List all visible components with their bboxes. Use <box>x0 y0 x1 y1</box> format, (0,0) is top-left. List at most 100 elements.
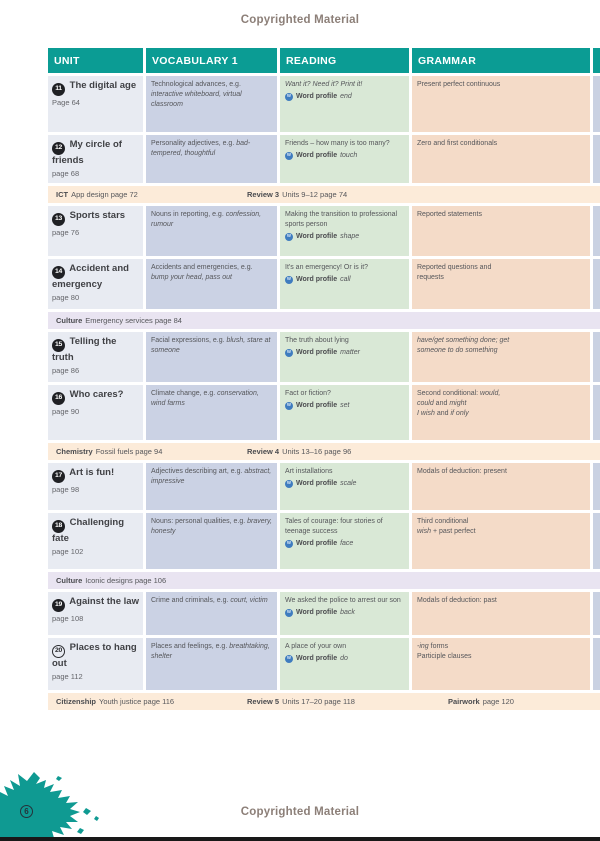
unit-page: page 90 <box>52 406 80 416</box>
header-cell-reading: READING <box>280 48 409 73</box>
unit-cell: 19 Against the law page 108 <box>48 592 143 636</box>
word-profile-icon: w <box>285 92 293 101</box>
band-item-label: Culture <box>56 316 83 326</box>
grammar-text: and <box>433 399 450 407</box>
grammar-text: someone to do something <box>417 346 498 354</box>
grammar-line: Zero and first conditionals <box>417 139 585 149</box>
header-cell-grammar: GRAMMAR <box>412 48 590 73</box>
reading-cell: A place of your own w Word profile do <box>280 638 409 691</box>
vocab-examples: abstract, impressive <box>151 468 272 485</box>
unit-number-badge: 12 <box>52 141 65 155</box>
reading-title: Tales of courage: four stories of teenag… <box>285 518 383 535</box>
table-row: 18 Challenging fate page 102 Nouns: person… <box>48 513 600 570</box>
grammar-cell: Reported questions and requests <box>412 259 590 310</box>
unit-title: 14 Accident and emergency <box>52 263 129 290</box>
table-row: 16 Who cares? page 90 Climate change, e.g.… <box>48 385 600 441</box>
reading-cell: Making the transition to professional sp… <box>280 206 409 257</box>
word-profile-icon: w <box>285 654 293 663</box>
reading-title: Making the transition to professional sp… <box>285 211 398 228</box>
vocab-examples: blush, stare at someone <box>151 337 271 354</box>
table-row: 15 Telling the truth page 86 Facial expres… <box>48 332 600 383</box>
unit-title: 11 The digital age <box>52 80 139 96</box>
band-item-label: Culture <box>56 576 83 586</box>
reading-title: It's an emergency! Or is it? <box>285 264 369 272</box>
table-header-row: UNIT VOCABULARY 1 READING GRAMMAR <box>48 48 600 73</box>
unit-cell: 13 Sports stars page 76 <box>48 206 143 257</box>
reading-cell: Art installations w Word profile scale <box>280 463 409 511</box>
reading-title: A place of your own <box>285 643 347 651</box>
word-profile-icon: w <box>285 608 293 617</box>
vocab-cell: Adjectives describing art, e.g. abstract… <box>146 463 277 511</box>
unit-page: page 76 <box>52 227 80 237</box>
extra-column-sliver <box>593 332 600 383</box>
band-row: ICT App design page 72 Review 3 Units 9–12 … <box>48 186 600 204</box>
band-item: ICT App design page 72 <box>56 190 138 200</box>
reading-title: We asked the police to arrest our son <box>285 597 401 605</box>
grammar-text: + past perfect <box>431 527 476 535</box>
reading-title: Fact or fiction? <box>285 390 331 398</box>
reading-cell: Tales of courage: four stories of teenag… <box>280 513 409 570</box>
page-edge-bar <box>0 837 600 841</box>
band-item: Review 4 Units 13–16 page 96 <box>247 447 352 457</box>
extra-column-sliver <box>593 259 600 310</box>
reading-title: Want it? Need it? Print it! <box>285 81 363 88</box>
word-profile-label: Word profile <box>296 401 338 409</box>
unit-title: 19 Against the law <box>52 596 139 612</box>
contents-table: UNIT VOCABULARY 1 READING GRAMMAR 11 The dig… <box>48 48 600 713</box>
band-item-label: Review 4 <box>247 447 280 457</box>
reading-title: Friends – how many is too many? <box>285 140 390 147</box>
band-item: Pairwork page 120 <box>448 697 514 707</box>
grammar-line: Modals of deduction: past <box>417 596 585 606</box>
unit-number-badge: 15 <box>52 338 65 352</box>
header-cell-unit: UNIT <box>48 48 143 73</box>
reading-cell: Fact or fiction? w Word profile set <box>280 385 409 441</box>
table-row: 13 Sports stars page 76 Nouns in reporting… <box>48 206 600 257</box>
unit-page: page 86 <box>52 365 80 375</box>
extra-column-sliver <box>593 206 600 257</box>
word-profile-icon: w <box>285 539 293 548</box>
grammar-line: someone to do something <box>417 346 585 356</box>
grammar-text: Reported statements <box>417 211 482 219</box>
word-profile-word: shape <box>340 232 360 240</box>
word-profile-label: Word profile <box>296 608 338 616</box>
word-profile-line: w Word profile touch <box>285 151 404 161</box>
unit-page: page 112 <box>52 671 83 681</box>
vocab-examples: breathtaking, shelter <box>151 643 270 660</box>
grammar-cell: Third conditional wish + past perfect <box>412 513 590 570</box>
extra-column-sliver <box>593 513 600 570</box>
grammar-line: Reported statements <box>417 210 585 220</box>
table-row: 14 Accident and emergency page 80 Accident… <box>48 259 600 310</box>
word-profile-label: Word profile <box>296 479 338 487</box>
extra-column-sliver <box>593 385 600 441</box>
grammar-text: wish <box>417 527 432 535</box>
word-profile-label: Word profile <box>296 92 338 100</box>
grammar-cell: Modals of deduction: present <box>412 463 590 511</box>
band-row: Citizenship Youth justice page 116 Review … <box>48 693 600 711</box>
copyright-banner-bottom: Copyrighted Material <box>240 806 360 818</box>
vocab-cell: Personality adjectives, e.g. bad-tempere… <box>146 135 277 184</box>
grammar-text: -ing <box>417 643 429 651</box>
unit-page: page 80 <box>52 292 80 302</box>
word-profile-label: Word profile <box>296 151 338 159</box>
grammar-text: would, <box>480 390 501 398</box>
grammar-text: Modals of deduction: present <box>417 468 507 476</box>
unit-number-badge: 13 <box>52 212 65 226</box>
band-item-label: Review 3 <box>247 190 280 200</box>
reading-title: The truth about lying <box>285 337 349 345</box>
unit-number-badge: 11 <box>52 82 65 96</box>
word-profile-word: end <box>340 92 352 100</box>
unit-number-badge: 16 <box>52 391 65 405</box>
reading-cell: It's an emergency! Or is it? w Word profil… <box>280 259 409 310</box>
unit-number-badge: 19 <box>52 598 65 612</box>
grammar-line: Modals of deduction: present <box>417 467 585 477</box>
unit-title: 12 My circle of friends <box>52 139 122 166</box>
grammar-line: wish + past perfect <box>417 527 585 537</box>
vocab-cell: Facial expressions, e.g. blush, stare at… <box>146 332 277 383</box>
table-row: 12 My circle of friends page 68 Personalit… <box>48 135 600 184</box>
grammar-cell: Reported statements <box>412 206 590 257</box>
band-item-label: ICT <box>56 190 69 200</box>
band-row: Culture Emergency services page 84 <box>48 312 600 330</box>
page-number: 6 <box>20 805 33 818</box>
vocab-examples: bad-tempered, thoughtful <box>151 140 251 157</box>
